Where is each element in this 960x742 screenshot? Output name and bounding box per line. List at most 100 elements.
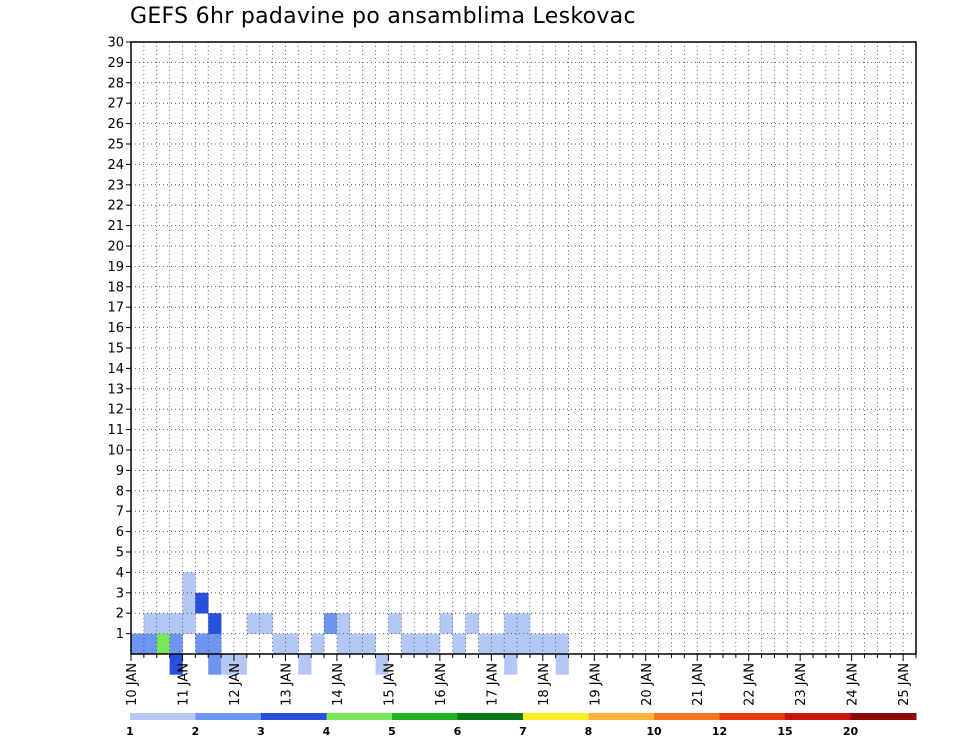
heatmap-cell [221, 654, 235, 675]
y-tick-label: 26 [107, 117, 124, 132]
y-tick-label: 27 [107, 97, 124, 112]
y-tick-label: 30 [107, 36, 124, 51]
y-tick-label: 18 [107, 280, 124, 295]
heatmap-cell [426, 633, 441, 655]
y-tick-label: 11 [107, 423, 124, 438]
heatmap-cell [169, 654, 183, 675]
y-tick-label: 6 [116, 525, 124, 540]
y-tick-label: 17 [107, 301, 124, 316]
heatmap-cell [259, 613, 273, 634]
legend-swatch [261, 713, 327, 720]
legend-label: 15 [777, 725, 792, 738]
heatmap-cell [143, 613, 158, 634]
heatmap-cell [311, 633, 325, 655]
heatmap-cell [517, 613, 531, 634]
y-tick-label: 25 [107, 138, 124, 153]
legend-swatch [130, 713, 196, 720]
heatmap-cell [246, 613, 260, 634]
legend-label: 12 [712, 725, 727, 738]
heatmap-cell [555, 654, 569, 675]
y-tick-label: 28 [107, 76, 124, 91]
heatmap-cell [362, 633, 376, 655]
x-tick-label: 13 JAN [279, 663, 294, 706]
legend-swatch [326, 713, 393, 720]
heatmap-cell [542, 633, 556, 655]
x-tick-label: 12 JAN [228, 663, 243, 706]
x-tick-label: 18 JAN [537, 663, 552, 706]
y-tick-label: 22 [107, 199, 124, 214]
y-tick-label: 20 [107, 240, 124, 255]
heatmap-cell [156, 633, 170, 655]
legend-swatch [457, 713, 524, 720]
heatmap-cell [208, 613, 222, 634]
y-tick-label: 13 [107, 382, 124, 397]
x-tick-label: 21 JAN [691, 663, 706, 706]
heatmap-cell [233, 654, 248, 675]
y-tick-label: 21 [107, 219, 124, 234]
y-tick-label: 29 [107, 56, 124, 71]
heatmap-cell [375, 654, 389, 675]
legend-label: 10 [646, 725, 662, 738]
heatmap-cell [452, 633, 466, 655]
x-tick-label: 22 JAN [743, 663, 758, 706]
heatmap-cell [401, 633, 415, 655]
x-tick-label: 23 JAN [794, 663, 809, 706]
heatmap-cell [208, 654, 222, 675]
heatmap-cell [555, 633, 569, 655]
y-tick-label: 14 [107, 362, 124, 377]
heatmap-cell [414, 633, 428, 655]
heatmap-cell [298, 654, 312, 675]
legend-swatch [850, 713, 917, 720]
heatmap-cell [324, 613, 338, 634]
heatmap-cell [336, 633, 351, 655]
heatmap-cell [131, 633, 145, 655]
heatmap-cell [169, 633, 183, 655]
legend-swatch [785, 713, 851, 720]
heatmap-cell [208, 633, 222, 655]
legend-swatch [719, 713, 786, 720]
y-tick-label: 7 [116, 505, 124, 520]
x-tick-label: 20 JAN [640, 663, 655, 706]
y-tick-label: 16 [107, 321, 124, 336]
y-tick-label: 4 [116, 566, 124, 581]
heatmap-cell [504, 654, 518, 675]
legend-swatch [654, 713, 720, 720]
heatmap-cell [182, 592, 196, 614]
y-tick-label: 12 [107, 403, 124, 418]
y-tick-label: 19 [107, 260, 124, 275]
y-tick-label: 24 [107, 158, 124, 173]
heatmap-cell [272, 633, 286, 655]
legend-label: 5 [388, 725, 396, 738]
legend-label: 6 [454, 725, 462, 738]
legend-swatch [588, 713, 655, 720]
heatmap-cell [336, 613, 351, 634]
legend-swatch [523, 713, 589, 720]
legend-label: 2 [192, 725, 200, 738]
y-tick-label: 1 [116, 627, 124, 642]
legend-swatch [392, 713, 458, 720]
x-tick-label: 19 JAN [588, 663, 603, 706]
heatmap-cell [182, 613, 196, 634]
heatmap-cell [478, 633, 492, 655]
heatmap-cell [504, 633, 518, 655]
heatmap-cell [285, 633, 299, 655]
heatmap-cell [195, 633, 209, 655]
heatmap-cell [517, 633, 531, 655]
heatmap-cell [156, 613, 170, 634]
legend-label: 1 [126, 725, 134, 738]
heatmap-cell [349, 633, 363, 655]
legend-label: 7 [519, 725, 527, 738]
y-tick-label: 3 [116, 586, 124, 601]
y-tick-label: 8 [116, 484, 124, 499]
heatmap-cell [529, 633, 544, 655]
x-tick-label: 16 JAN [434, 663, 449, 706]
x-tick-label: 15 JAN [382, 663, 397, 706]
legend-label: 3 [257, 725, 265, 738]
y-tick-label: 15 [107, 342, 124, 357]
x-tick-label: 14 JAN [331, 663, 346, 706]
legend-swatch [195, 713, 262, 720]
chart-title: GEFS 6hr padavine po ansamblima Leskovac [130, 4, 636, 29]
x-tick-label: 24 JAN [846, 663, 861, 706]
heatmap-cell [169, 613, 183, 634]
